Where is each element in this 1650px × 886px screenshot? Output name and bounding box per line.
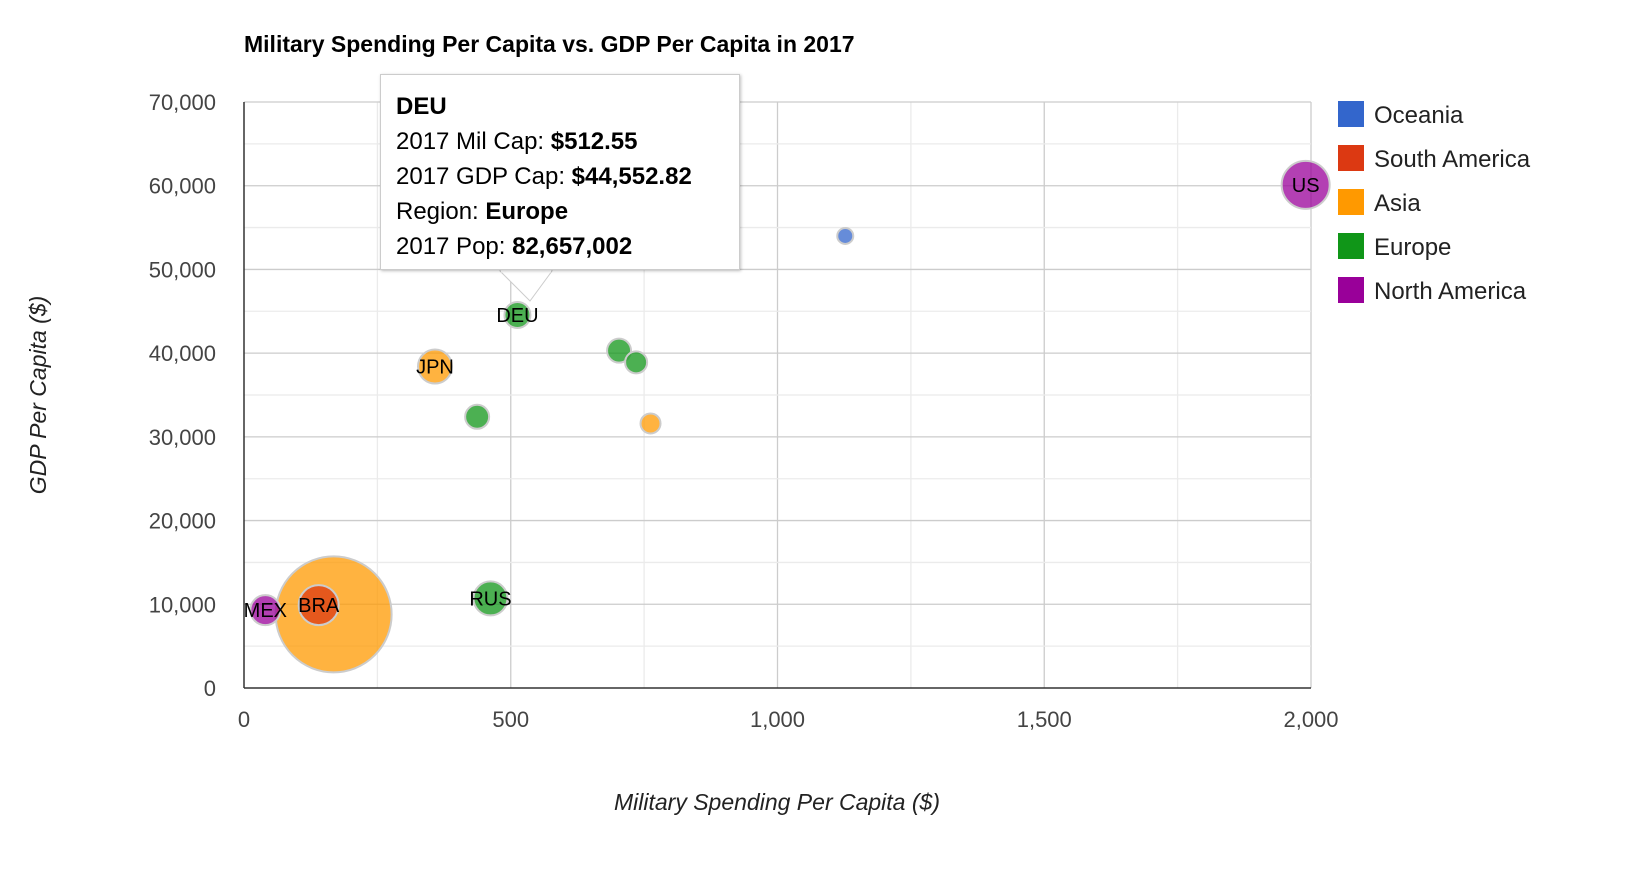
gridlines — [244, 101, 1312, 688]
x-tick-label: 1,000 — [750, 707, 805, 732]
tooltip-value: Europe — [485, 198, 569, 225]
tooltip-pointer — [498, 269, 553, 302]
bubble-deu[interactable] — [503, 301, 532, 330]
bubble-mex[interactable] — [249, 594, 282, 627]
y-tick-label: 60,000 — [149, 174, 216, 199]
bubble-us[interactable] — [1280, 159, 1331, 210]
bubble-label: DEU — [496, 305, 538, 327]
legend-swatch — [1338, 145, 1364, 171]
legend-swatch — [1338, 277, 1364, 303]
bubbles: US BRA RUS JPN MEX DEU — [244, 159, 1331, 674]
x-tick-label: 1,500 — [1017, 707, 1072, 732]
legend-label[interactable]: Europe — [1374, 234, 1451, 261]
bubble-label: BRA — [298, 595, 340, 617]
y-tick-label: 50,000 — [149, 257, 216, 282]
y-tick-label: 20,000 — [149, 509, 216, 534]
tooltip-value: $44,552.82 — [571, 163, 692, 190]
y-tick-label: 10,000 — [149, 592, 216, 617]
tooltip-label: Region: — [396, 198, 486, 225]
legend-label[interactable]: Oceania — [1374, 102, 1464, 129]
axes — [243, 102, 1311, 689]
y-tick-label: 30,000 — [149, 425, 216, 450]
y-tick-label: 0 — [204, 676, 216, 701]
tooltip-row-population: 2017 Pop: 82,657,002 — [396, 229, 724, 264]
legend-label[interactable]: Asia — [1374, 190, 1421, 217]
bubble-label: JPN — [416, 357, 454, 379]
y-axis-title: GDP Per Capita ($) — [25, 296, 51, 495]
tooltip-label: 2017 Mil Cap: — [396, 128, 551, 155]
tooltip-title: DEU — [396, 93, 447, 120]
bubble-europe[interactable] — [606, 337, 633, 364]
bubble-europe[interactable] — [464, 403, 491, 430]
legend: Oceania South America Asia Europe North Amer… — [1338, 101, 1531, 305]
tooltip-row-gdp-cap: 2017 GDP Cap: $44,552.82 — [396, 159, 724, 194]
tooltip-value: 82,657,002 — [512, 233, 633, 260]
legend-swatch — [1338, 101, 1364, 127]
bubble-europe[interactable] — [624, 350, 649, 375]
bubble-label: US — [1292, 175, 1320, 197]
x-tick-label: 0 — [238, 707, 250, 732]
tooltip-label: 2017 Pop: — [396, 233, 513, 260]
bubble-oceania[interactable] — [836, 226, 855, 245]
legend-label[interactable]: North America — [1374, 278, 1527, 305]
bubble-label: MEX — [244, 600, 287, 622]
bubble-asia[interactable] — [639, 412, 662, 435]
tooltip-row-mil-cap: 2017 Mil Cap: $512.55 — [396, 124, 724, 159]
legend-swatch — [1338, 189, 1364, 215]
legend-label[interactable]: South America — [1374, 146, 1531, 173]
bubble-rus[interactable] — [472, 580, 509, 617]
tick-labels: 0 500 1,000 1,500 2,000 0 10,000 20,000 30,000 40… — [149, 90, 1339, 732]
x-tick-label: 500 — [492, 707, 529, 732]
legend-swatch — [1338, 233, 1364, 259]
tooltip: DEU 2017 Mil Cap: $512.55 2017 GDP Cap: … — [380, 74, 740, 270]
bubble-label: RUS — [469, 588, 511, 610]
bubble-jpn[interactable] — [416, 348, 453, 385]
y-tick-label: 40,000 — [149, 341, 216, 366]
y-tick-label: 70,000 — [149, 90, 216, 115]
bubble-bra[interactable] — [297, 584, 340, 627]
tooltip-value: $512.55 — [550, 128, 638, 155]
chart-title: Military Spending Per Capita vs. GDP Per… — [244, 31, 855, 57]
tooltip-label: 2017 GDP Cap: — [396, 163, 572, 190]
x-axis-title: Military Spending Per Capita ($) — [614, 789, 940, 815]
x-tick-label: 2,000 — [1283, 707, 1338, 732]
tooltip-row-region: Region: Europe — [396, 194, 724, 229]
